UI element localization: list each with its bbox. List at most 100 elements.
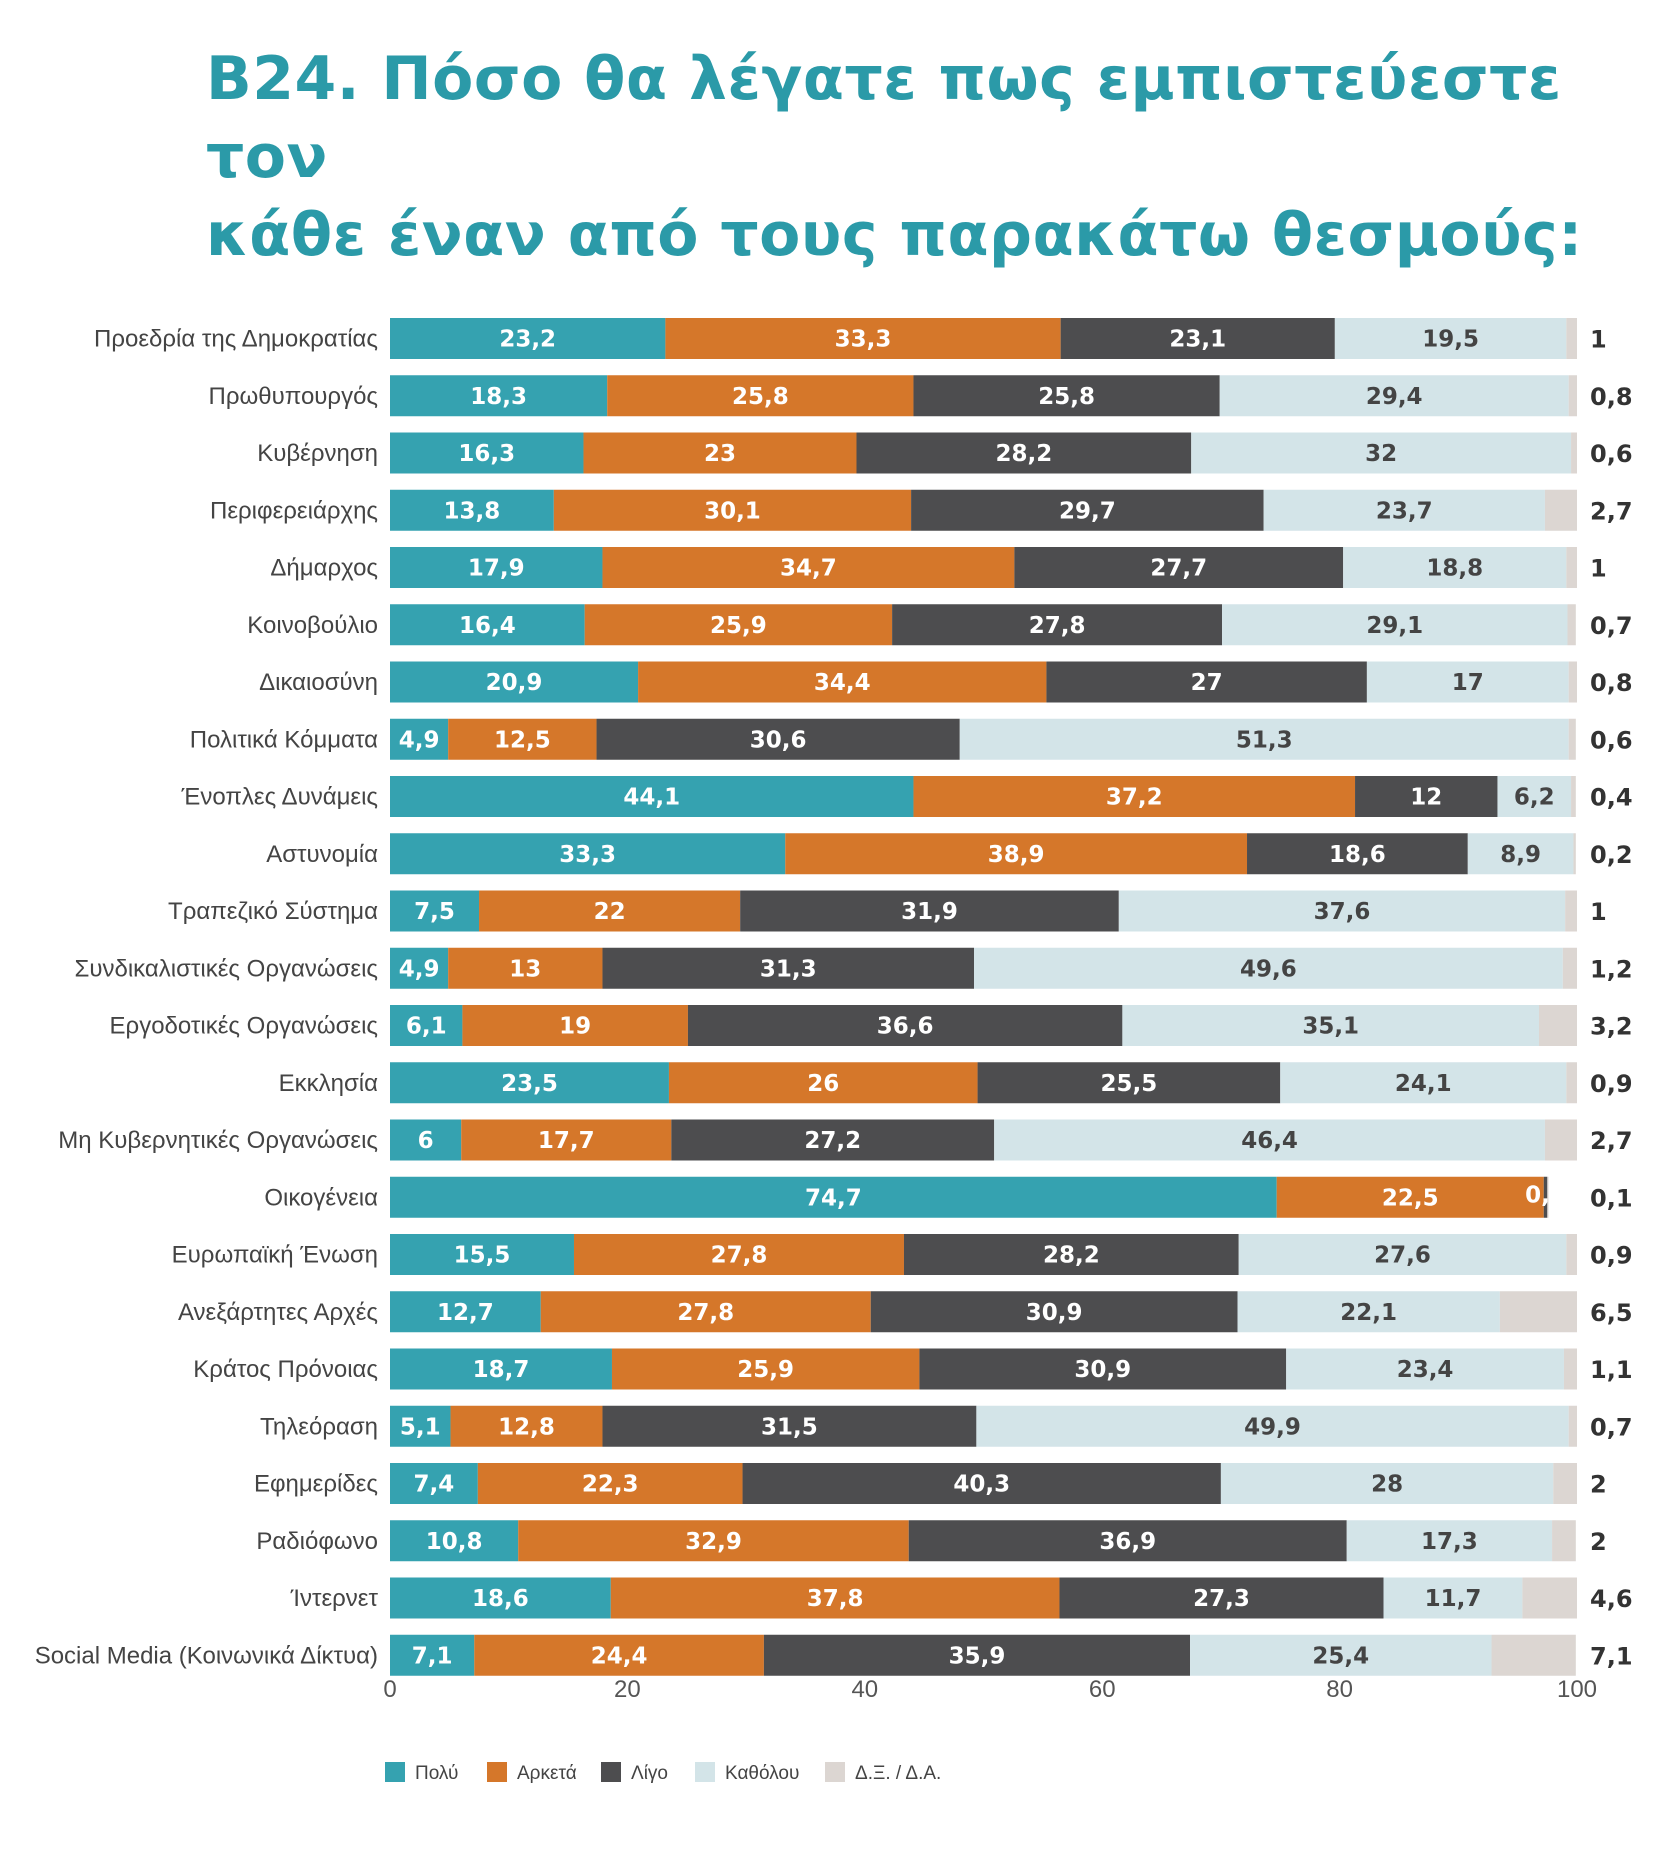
bar-segment: [390, 1348, 612, 1390]
bar-segment: [903, 1234, 1239, 1275]
bar-segment: [390, 661, 639, 703]
bar-segment: [474, 1634, 764, 1676]
data-label: 23,7: [1376, 498, 1433, 524]
bar-segment: [1334, 318, 1567, 359]
data-label: 22,5: [1382, 1185, 1439, 1211]
bar-segment: [977, 1062, 1281, 1104]
bar-segment: [602, 547, 1015, 588]
bar-segment: [390, 947, 449, 989]
data-label: 12,5: [494, 727, 551, 753]
data-label: 31,5: [761, 1414, 818, 1440]
data-label: 37,6: [1314, 899, 1371, 925]
bars-layer: 23,2 33,3 23,1 19,5 18,3 25,8 25,8 29,4 16,3 23 28…: [390, 318, 1577, 1676]
dk-value-label: 0,1: [1590, 1184, 1633, 1212]
bar-segment: [1568, 661, 1577, 703]
bar-segment: [573, 1234, 904, 1275]
data-label: 6,2: [1514, 785, 1555, 811]
data-label: 22,1: [1340, 1300, 1397, 1326]
data-label: 28: [1371, 1472, 1403, 1498]
dk-value-label: 4,6: [1590, 1585, 1633, 1613]
dk-value-label: 3,2: [1590, 1013, 1633, 1041]
legend-label: Αρκετά: [517, 1763, 577, 1784]
bar-segment: [1567, 604, 1576, 646]
bar-segment: [1563, 1348, 1577, 1390]
bar-segment: [390, 375, 608, 417]
dk-value-label: 2,7: [1590, 497, 1633, 525]
category-label: Πρωθυπουργός: [209, 383, 378, 410]
data-label: 23,2: [499, 327, 556, 353]
data-label: 31,3: [760, 956, 817, 982]
dk-value-label: 2,7: [1590, 1127, 1633, 1155]
data-label: 12,8: [498, 1414, 555, 1440]
legend-swatch: [825, 1762, 845, 1782]
data-label: 27,8: [1029, 613, 1086, 639]
data-label: 35,1: [1302, 1014, 1359, 1040]
bar-row: 20,9 34,4 27 17: [390, 661, 1577, 703]
data-label: 18,3: [470, 384, 527, 410]
bar-segment: [1046, 661, 1367, 703]
category-label: Τραπεζικό Σύστημα: [168, 898, 378, 925]
data-label: 30,6: [750, 727, 807, 753]
data-label: 35,9: [949, 1643, 1006, 1669]
data-label: 17,7: [538, 1128, 595, 1154]
bar-row: 7,5 22 31,9 37,6: [390, 890, 1577, 932]
bar-segment: [390, 432, 584, 474]
bar-segment: [1539, 1005, 1577, 1046]
data-label: 19,5: [1422, 327, 1479, 353]
data-label: 37,2: [1106, 785, 1163, 811]
category-label: Ευρωπαϊκή Ένωση: [172, 1242, 378, 1269]
bar-segment: [1383, 1577, 1523, 1619]
bar-row: 33,3 38,9 18,6 8,9: [390, 833, 1576, 875]
bar-segment: [913, 375, 1220, 417]
bar-segment: [638, 661, 1047, 703]
bar-segment: [1014, 547, 1344, 588]
bar-segment: [390, 604, 585, 646]
data-label: 27: [1191, 670, 1223, 696]
dk-value-label: 0,4: [1590, 784, 1633, 812]
bar-segment: [1118, 890, 1566, 932]
legend-item: Δ.Ξ. / Δ.Α.: [825, 1762, 941, 1784]
chart-title-line-2: κάθε έναν από τους παρακάτω θεσμούς:: [206, 200, 1583, 270]
bar-segment: [1060, 318, 1335, 359]
dk-value-label: 0,7: [1590, 1413, 1633, 1441]
bar-segment: [1122, 1005, 1540, 1046]
bar-segment: [763, 1634, 1191, 1676]
bar-segment: [1553, 1463, 1577, 1504]
data-label: 34,4: [814, 670, 871, 696]
data-label: 28,2: [995, 441, 1052, 467]
dk-value-label: 0,2: [1590, 841, 1633, 869]
bar-segment: [892, 604, 1223, 646]
bar-segment: [1543, 1176, 1548, 1218]
bar-row: 12,7 27,8 30,9 22,1: [390, 1291, 1577, 1333]
dk-value-label: 0,8: [1590, 383, 1633, 411]
bar-segment: [1280, 1062, 1567, 1104]
bar-segment: [974, 947, 1563, 989]
bar-segment: [477, 1463, 743, 1504]
data-label: 4,9: [399, 727, 440, 753]
data-label: 16,3: [458, 441, 515, 467]
bar-row: 7,4 22,3 40,3 28: [390, 1463, 1577, 1504]
bar-segment: [448, 947, 603, 989]
data-label: 29,7: [1059, 498, 1116, 524]
data-label: 23,1: [1169, 327, 1226, 353]
x-tick-label: 80: [1326, 1676, 1353, 1703]
category-label: Περιφερειάρχης: [210, 497, 378, 524]
bar-segment: [450, 1405, 603, 1447]
data-label: 6,1: [406, 1014, 447, 1040]
bar-segment: [785, 833, 1248, 875]
bar-segment: [1566, 1234, 1577, 1275]
bar-segment: [1568, 718, 1576, 760]
data-label: 25,5: [1101, 1071, 1158, 1097]
data-label: 7,4: [414, 1472, 455, 1498]
category-label: Ανεξάρτητες Αρχές: [178, 1299, 378, 1326]
bar-segment: [1286, 1348, 1564, 1390]
bar-segment: [1366, 661, 1569, 703]
data-label: 36,9: [1099, 1529, 1156, 1555]
bar-segment: [1566, 1062, 1577, 1104]
bar-segment: [1568, 1405, 1577, 1447]
bar-segment: [1573, 833, 1576, 875]
bar-segment: [1467, 833, 1574, 875]
legend-swatch: [385, 1762, 405, 1782]
bar-segment: [390, 1520, 519, 1562]
x-tick-label: 0: [383, 1676, 396, 1703]
